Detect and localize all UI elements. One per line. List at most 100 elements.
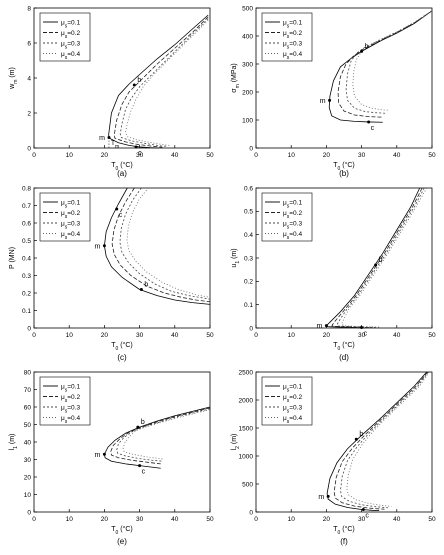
x-tick-label: 10 [288,152,296,159]
x-tick-label: 50 [428,332,436,339]
point-label-b: b [379,257,383,264]
x-tick-label: 30 [358,332,366,339]
y-axis-label: u1 (m) [231,248,241,267]
point-label-b: b [141,419,145,426]
x-axis-label: T0 (°C) [111,161,133,172]
x-tick-label: 0 [254,516,258,523]
y-tick-label: 0.8 [22,185,31,192]
legend-label-2: μs=0.2 [283,210,302,220]
point-marker-m [102,452,106,456]
legend-box [39,12,91,62]
x-tick-label: 30 [136,332,144,339]
legend-label-4: μs=0.4 [283,51,302,61]
series-line-2 [113,16,209,148]
x-tick-label: 50 [206,152,214,159]
legend-label-3: μs=0.3 [283,40,302,50]
point-label-m: m [99,135,105,142]
legend-box [39,192,91,242]
y-tick-label: 0 [249,325,253,332]
point-marker-m [326,494,330,498]
y-tick-label: 1000 [239,453,254,460]
x-tick-label: 20 [101,332,109,339]
legend-label-4: μs=0.4 [283,415,302,425]
legend-label-2: μs=0.2 [283,30,302,40]
point-marker-c [138,464,142,468]
y-tick-label: 100 [242,117,253,124]
y-tick-label: 70 [24,387,32,394]
series-line-1 [326,371,428,511]
x-tick-label: 50 [206,516,214,523]
y-axis-label: P (MN) [9,247,16,269]
legend-label-2: μs=0.2 [283,394,302,404]
point-label-b: b [137,77,141,84]
panel-caption: (a) [117,169,127,178]
x-tick-label: 0 [254,152,258,159]
y-tick-label: 200 [242,89,253,96]
point-label-b: b [365,43,369,50]
y-tick-label: 40 [24,439,32,446]
legend-label-3: μs=0.3 [61,40,80,50]
legend-label-2: μs=0.2 [61,30,80,40]
y-tick-label: 1500 [239,425,254,432]
series-line-2 [333,371,429,510]
point-marker-m [102,244,106,248]
series-line-1 [108,14,209,149]
x-tick-label: 20 [323,332,331,339]
series-line-1 [328,10,433,123]
x-tick-label: 20 [323,152,331,159]
x-axis-label: T0 (°C) [333,161,355,172]
point-marker-b [374,263,378,267]
point-label-m: m [95,243,101,250]
legend-label-1: μs=0.1 [61,19,80,29]
x-tick-label: 50 [428,516,436,523]
x-tick-label: 10 [288,332,296,339]
point-label-m: m [318,494,324,501]
x-tick-label: 40 [393,332,401,339]
point-label-c: c [142,469,146,476]
legend-label-3: μs=0.3 [283,404,302,414]
legend-label-1: μs=0.1 [283,19,302,29]
point-marker-b [139,288,143,291]
series-line-3 [119,18,209,147]
y-tick-label: 0.2 [22,290,31,297]
y-tick-label: 0.5 [22,238,31,245]
plot-frame [255,7,433,149]
series-line-3 [336,187,425,328]
x-tick-label: 20 [101,152,109,159]
x-axis-label: T0 (°C) [111,341,133,352]
x-tick-label: 0 [32,152,36,159]
y-tick-label: 0 [27,325,31,332]
x-tick-label: 50 [428,152,436,159]
panel-caption: (b) [339,169,349,178]
y-tick-label: 0.6 [22,220,31,227]
series-line-4 [125,19,209,146]
tm-label: Tm [111,140,119,150]
series-line-4 [346,371,430,507]
series-line-4 [352,10,433,111]
chart-panel-5: 0 10 20 30 40 50 0 10 20 30 40 50 60 70 80 T0 (°C) l1 (m… [9,369,214,546]
legend-box [261,376,313,426]
point-marker-b [354,437,358,441]
x-tick-label: 50 [206,332,214,339]
legend-label-1: μs=0.1 [61,199,80,209]
point-marker-c [361,507,365,511]
y-axis-label: σm (MPa) [231,63,241,93]
x-tick-label: 40 [393,152,401,159]
x-tick-label: 30 [136,516,144,523]
legend-label-1: μs=0.1 [61,383,80,393]
series-line-2 [111,187,211,303]
point-marker-b [132,83,136,87]
series-line-3 [116,408,211,462]
legend-label-2: μs=0.2 [61,210,80,220]
y-tick-label: 500 [242,5,253,12]
x-axis-label: T0 (°C) [333,341,355,352]
x-tick-label: 10 [66,152,74,159]
series-line-3 [340,371,429,509]
point-label-c: c [364,331,368,338]
legend-box [39,376,91,426]
x-tick-label: 10 [288,516,296,523]
legend-label-3: μs=0.3 [61,404,80,414]
series-line-1 [325,187,421,329]
point-label-m: m [320,98,326,105]
